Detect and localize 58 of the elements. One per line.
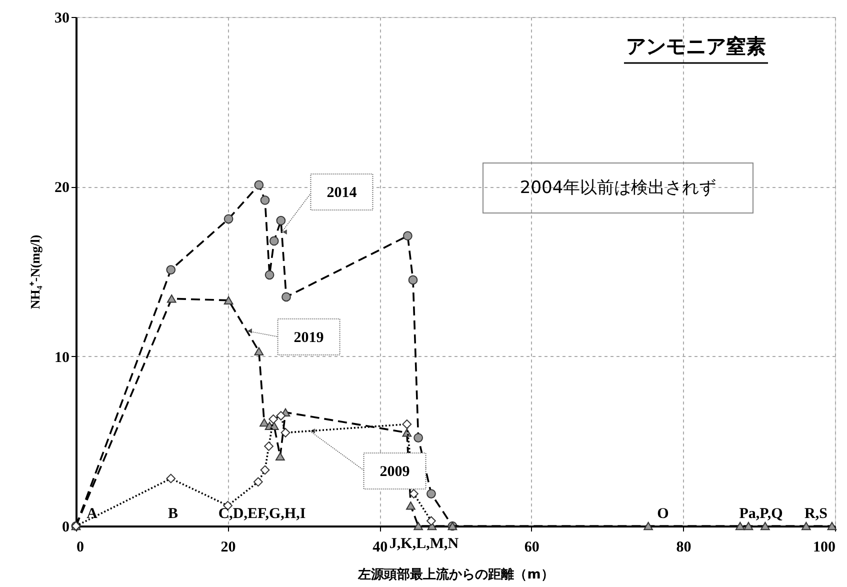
point [253,477,263,487]
annotation: B [168,506,178,522]
x-axis-title: 左源頭部最上流からの距離（m） [357,566,554,582]
point [224,296,234,304]
point [264,442,274,451]
x-tick-label: 100 [813,540,836,556]
point [260,465,270,475]
point [276,411,286,420]
point [744,522,754,530]
text: J,K,L,M,N [389,536,459,552]
text: 2014 [326,185,358,202]
point [268,414,278,424]
text: 2019 [294,330,324,346]
point [406,502,416,510]
point [224,214,234,224]
annotation: 2004年以前は検出されず [520,178,716,198]
series-label: 2009 [380,464,410,480]
point [414,433,423,442]
point [403,231,412,241]
point [166,474,176,484]
point [408,275,418,285]
point [275,452,285,461]
annotation: R,S [804,506,828,522]
y-axis-title: NH₄⁺-N(mg/l) [28,234,42,310]
point [254,347,264,356]
point [282,292,291,302]
point [269,236,279,246]
point [260,418,269,427]
y-tick-label: 0 [62,520,70,536]
y-tick-label: 20 [54,180,70,196]
annotation: C,D,EF,G,H,I [218,506,306,522]
point [260,196,270,205]
annotation: A [86,506,98,522]
point [414,522,423,530]
point [280,428,290,438]
point [760,522,770,530]
y-tick-label: 10 [54,350,70,366]
annotation: アンモニア窒素 [626,34,766,58]
point [166,265,176,274]
point [426,489,436,498]
x-tick-label: 40 [372,540,388,556]
point [426,516,436,526]
x-tick-label: 80 [676,540,692,556]
annotation: O [657,506,669,522]
point [409,489,418,498]
y-tick-label: 30 [54,10,70,26]
point [276,216,286,226]
x-tick-label: 20 [220,540,236,556]
point [735,522,745,530]
x-tick-label: 60 [524,540,540,556]
point [166,294,176,303]
point [644,522,653,530]
annotation: Pa,P,Q [739,506,784,522]
point [402,420,412,429]
point [254,180,264,190]
point [264,270,274,280]
point [801,522,811,530]
x-tick-label: 0 [76,540,84,556]
